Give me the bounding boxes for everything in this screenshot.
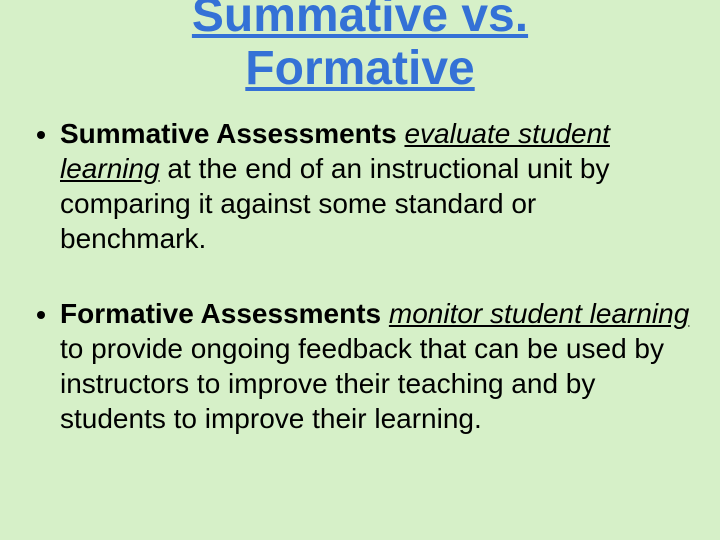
bullet-list: Summative Assessments evaluate student l…	[0, 116, 720, 436]
bullet-bold-lead: Summative Assessments	[60, 118, 404, 149]
bullet-rest: to provide ongoing feedback that can be …	[60, 333, 664, 434]
slide-title: Summative vs. Formative	[0, 0, 720, 96]
bullet-key-phrase: monitor student learning	[389, 298, 689, 329]
bullet-item: Summative Assessments evaluate student l…	[60, 116, 690, 256]
title-line-2: Formative	[245, 42, 474, 95]
title-line-1: Summative vs.	[192, 0, 528, 42]
bullet-item: Formative Assessments monitor student le…	[60, 296, 690, 436]
bullet-bold-lead: Formative Assessments	[60, 298, 389, 329]
